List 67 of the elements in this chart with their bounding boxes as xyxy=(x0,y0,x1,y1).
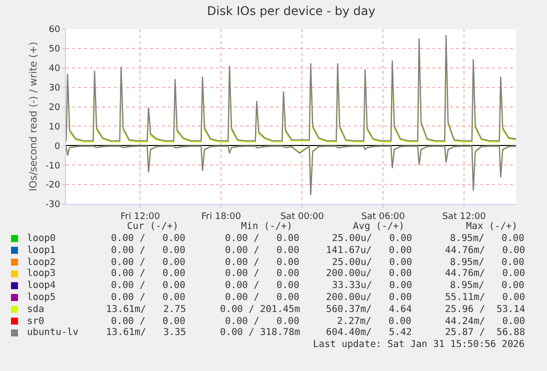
text: 8.95m/ 0.00 xyxy=(450,257,525,268)
y-tick-label: 0 xyxy=(54,142,60,152)
text: 141.67u/ 0.00 xyxy=(326,245,412,256)
text: 604.40m/ 5.42 xyxy=(326,327,412,338)
text: 44.76m/ 0.00 xyxy=(445,245,526,256)
legend-label: loop2 xyxy=(27,257,56,268)
text: 0.00 / 0.00 xyxy=(111,292,186,303)
legend-label: sda xyxy=(27,304,44,315)
text: 2.27m/ 0.00 xyxy=(337,316,412,327)
text: 0.00 / 0.00 xyxy=(225,245,300,256)
y-tick-label: 30 xyxy=(48,83,60,94)
x-tick-label: Sat 06:00 xyxy=(361,212,406,222)
y-tick-label: -10 xyxy=(45,161,60,172)
y-tick-label: 50 xyxy=(48,44,60,55)
text: 44.76m/ 0.00 xyxy=(445,268,526,279)
text: 0.00 / 0.00 xyxy=(111,280,186,291)
y-tick-label: 60 xyxy=(48,25,60,36)
text: 0.00 / 0.00 xyxy=(111,257,186,268)
text: 0.00 / 0.00 xyxy=(225,316,300,327)
text: 25.96 / 53.14 xyxy=(445,304,526,315)
text: Avg (-/+) xyxy=(353,221,404,232)
text: 8.95m/ 0.00 xyxy=(450,233,525,244)
y-axis-title: IOs/second read (-) / write (+) xyxy=(28,42,40,192)
legend-label: loop5 xyxy=(27,292,56,303)
text: 0.00 / 0.00 xyxy=(225,292,300,303)
legend-label: loop0 xyxy=(27,233,56,244)
text: 25.00u/ 0.00 xyxy=(332,257,412,268)
text: Max (-/+) xyxy=(466,221,518,232)
text: 25.87 / 56.88 xyxy=(445,327,526,338)
y-tick-label: 20 xyxy=(48,102,60,113)
text: 560.37m/ 4.64 xyxy=(326,304,412,315)
text: 55.11m/ 0.00 xyxy=(445,292,526,303)
x-tick-label: Fri 18:00 xyxy=(201,212,242,222)
y-tick-label: 10 xyxy=(48,122,60,132)
text: Min (-/+) xyxy=(241,221,292,232)
legend-label: loop1 xyxy=(27,245,56,256)
legend-label: loop4 xyxy=(27,280,56,291)
text: 0.00 / 0.00 xyxy=(225,280,300,291)
x-tick-label: Sat 00:00 xyxy=(280,212,324,222)
x-tick-label: Fri 12:00 xyxy=(120,212,160,222)
y-tick-label: -30 xyxy=(45,200,60,210)
text: 0.00 / 318.78m xyxy=(220,327,300,338)
text: 200.00u/ 0.00 xyxy=(326,268,412,279)
text: 0.00 / 0.00 xyxy=(111,233,186,244)
y-tick-label: -20 xyxy=(45,180,60,191)
text: 0.00 / 201.45m xyxy=(220,304,300,315)
chart-title: Disk IOs per device - by day xyxy=(207,4,376,18)
legend-label: sr0 xyxy=(27,316,44,327)
legend-label: ubuntu-lv xyxy=(27,327,79,338)
text: 0.00 / 0.00 xyxy=(225,257,300,268)
text: 13.61m/ 3.35 xyxy=(106,327,186,338)
text: 0.00 / 0.00 xyxy=(225,233,300,244)
x-tick-label: Sat 12:00 xyxy=(442,212,486,222)
y-tick-label: 40 xyxy=(48,64,60,74)
text: 13.61m/ 2.75 xyxy=(106,304,186,315)
text: 0.00 / 0.00 xyxy=(111,268,186,279)
text: 25.00u/ 0.00 xyxy=(332,233,412,244)
text: 0.00 / 0.00 xyxy=(111,245,186,256)
legend-label: loop3 xyxy=(27,268,56,279)
text: Cur (-/+) xyxy=(127,221,178,232)
text: 44.24m/ 0.00 xyxy=(445,316,526,327)
text: 8.95m/ 0.00 xyxy=(450,280,525,291)
text: 200.00u/ 0.00 xyxy=(326,292,412,303)
text: Last update: Sat Jan 31 15:50:56 2026 xyxy=(313,339,525,350)
text: 0.00 / 0.00 xyxy=(111,316,186,327)
text: 0.00 / 0.00 xyxy=(225,268,300,279)
text: 33.33u/ 0.00 xyxy=(332,280,412,291)
